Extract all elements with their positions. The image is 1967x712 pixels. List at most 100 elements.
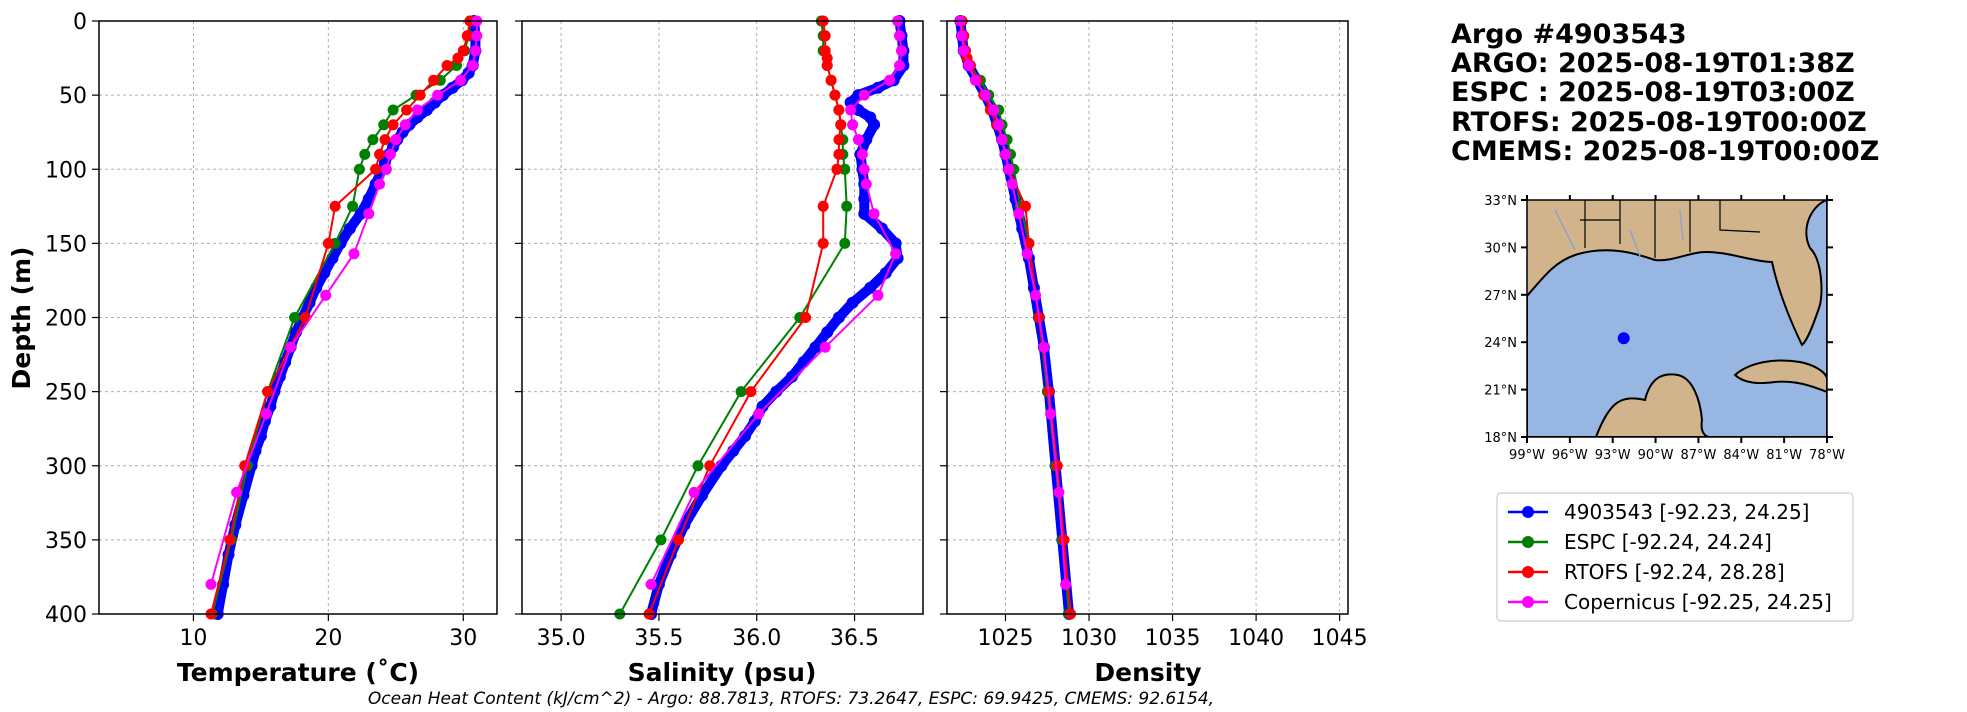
data-point-copernicus <box>979 89 991 101</box>
data-point-copernicus <box>1013 208 1025 220</box>
data-point-copernicus <box>467 60 479 71</box>
y-tick-label: 350 <box>45 529 87 554</box>
salinity-grid <box>522 20 923 615</box>
data-point-copernicus <box>894 60 905 71</box>
data-point-4903543 <box>821 326 834 339</box>
data-point-copernicus <box>1006 178 1018 190</box>
data-point-rtofs <box>374 148 386 160</box>
map-lon-label: 81°W <box>1766 448 1802 463</box>
data-point-copernicus <box>455 74 467 86</box>
data-point-copernicus <box>956 30 968 42</box>
data-point-rtofs <box>1051 460 1063 472</box>
y-tick-label: 150 <box>45 232 87 257</box>
data-point-4903543 <box>785 370 798 383</box>
info-title: Argo #4903543 <box>1451 19 1687 50</box>
data-point-4903543 <box>858 207 871 220</box>
data-point-rtofs <box>428 74 440 86</box>
density-y-ticks <box>940 20 947 615</box>
data-point-rtofs <box>370 163 382 175</box>
data-point-rtofs <box>833 148 845 160</box>
data-point-espc <box>692 460 704 472</box>
data-point-rtofs <box>461 30 473 42</box>
temperature-panel: 10 20 30 0 50 100 150 200 250 300 350 400 Temperat… <box>7 10 498 687</box>
map-lat-label: 24°N <box>1484 336 1517 351</box>
data-point-copernicus <box>363 208 375 220</box>
data-point-rtofs <box>825 74 837 86</box>
data-point-rtofs <box>441 60 453 71</box>
map-lon-label: 99°W <box>1509 448 1545 463</box>
data-point-rtofs <box>401 104 413 116</box>
x-tick-label: 35.0 <box>537 626 586 651</box>
data-point-copernicus <box>1021 248 1033 260</box>
data-point-rtofs <box>817 237 829 249</box>
legend-entry: 4903543 [-92.23, 24.25] <box>1508 500 1809 524</box>
x-tick-label: 1025 <box>977 626 1033 651</box>
data-point-4903543 <box>860 133 873 146</box>
data-point-copernicus <box>1060 578 1072 590</box>
data-point-copernicus <box>348 248 360 260</box>
data-point-copernicus <box>231 486 243 498</box>
data-point-copernicus <box>988 104 1000 116</box>
data-point-copernicus <box>432 89 444 101</box>
data-point-copernicus <box>411 104 423 116</box>
data-point-4903543 <box>420 104 433 116</box>
data-point-4903543 <box>254 430 267 443</box>
legend-entry: Copernicus [-92.25, 24.25] <box>1508 590 1832 614</box>
density-grid <box>947 20 1348 615</box>
inset-map: 99°W 96°W 93°W 90°W 87°W 84°W 81°W 78°W 33°N 30°N… <box>1484 194 1845 463</box>
x-tick-label: 10 <box>179 626 207 651</box>
temperature-x-axis-title: Temperature (˚C) <box>177 658 419 687</box>
data-point-copernicus <box>374 178 386 190</box>
data-point-copernicus <box>645 578 657 590</box>
data-point-espc <box>353 163 365 175</box>
data-point-rtofs <box>819 30 831 42</box>
map-rivers <box>1554 209 1684 257</box>
data-point-copernicus <box>847 119 859 131</box>
info-rtofs-time: RTOFS: 2025-08-19T00:00Z <box>1451 107 1867 138</box>
data-point-copernicus <box>1003 163 1015 175</box>
data-point-rtofs <box>262 386 274 398</box>
data-point-copernicus <box>958 45 970 57</box>
y-tick-label: 100 <box>45 158 87 183</box>
map-lat-label: 27°N <box>1484 289 1517 304</box>
data-point-rtofs <box>379 134 391 146</box>
data-point-rtofs <box>387 119 399 131</box>
temperature-series <box>205 15 483 620</box>
data-point-4903543 <box>809 341 822 354</box>
data-point-4903543 <box>832 311 845 324</box>
info-argo-time: ARGO: 2025-08-19T01:38Z <box>1451 48 1855 79</box>
y-tick-label: 250 <box>45 381 87 406</box>
data-point-4903543 <box>362 192 375 205</box>
map-frame <box>1526 199 1828 438</box>
map-lat-label: 18°N <box>1484 431 1517 446</box>
data-point-4903543 <box>846 296 859 309</box>
series-line-copernicus <box>650 20 903 586</box>
float-position-marker <box>1617 332 1630 345</box>
data-point-copernicus <box>896 45 907 57</box>
data-point-rtofs <box>329 200 341 212</box>
density-x-ticks: 1025 1030 1035 1040 1045 <box>977 614 1368 651</box>
series-line-copernicus <box>959 20 1067 586</box>
data-point-copernicus <box>856 148 868 160</box>
density-series <box>954 15 1077 620</box>
x-tick-label: 35.5 <box>634 626 683 651</box>
map-body <box>1527 200 1827 437</box>
map-state-borders <box>1580 200 1761 258</box>
map-lat-label: 33°N <box>1484 194 1517 209</box>
data-point-espc <box>359 148 371 160</box>
data-point-rtofs <box>833 104 845 116</box>
map-lon-label: 96°W <box>1552 448 1588 463</box>
data-point-4903543 <box>354 207 367 220</box>
data-point-rtofs <box>835 119 847 131</box>
x-tick-label: 36.0 <box>732 626 781 651</box>
data-point-copernicus <box>688 486 700 498</box>
legend: 4903543 [-92.23, 24.25] ESPC [-92.24, 24.… <box>1496 492 1854 622</box>
map-lon-label: 93°W <box>1595 448 1631 463</box>
data-point-4903543 <box>864 281 877 294</box>
data-point-copernicus <box>868 208 880 220</box>
data-point-copernicus <box>852 134 864 146</box>
legend-swatch-marker <box>1522 506 1534 518</box>
data-point-copernicus <box>819 341 831 353</box>
legend-swatch-marker <box>1522 536 1534 548</box>
